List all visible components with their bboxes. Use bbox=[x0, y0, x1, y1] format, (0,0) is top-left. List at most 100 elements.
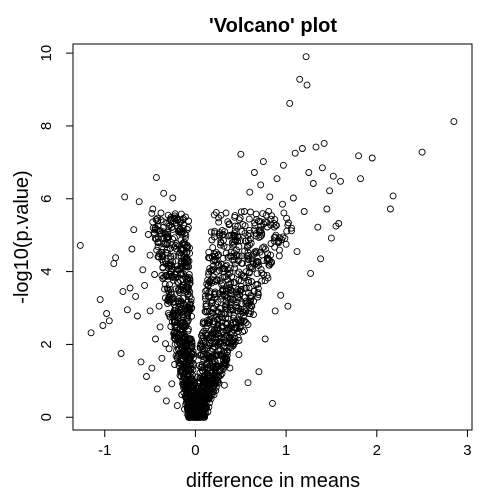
data-point bbox=[235, 351, 243, 359]
cloud-point bbox=[212, 335, 220, 343]
cloud-point bbox=[159, 258, 167, 266]
data-point bbox=[318, 164, 326, 172]
cloud-point bbox=[230, 253, 238, 260]
cloud-point bbox=[212, 300, 220, 308]
data-point bbox=[303, 81, 311, 89]
data-point bbox=[188, 402, 196, 410]
data-point bbox=[172, 245, 180, 253]
data-point bbox=[450, 118, 458, 126]
cloud-point bbox=[275, 252, 283, 260]
data-point bbox=[163, 233, 171, 241]
cloud-point bbox=[235, 252, 243, 260]
cloud-point bbox=[198, 332, 205, 340]
cloud-point bbox=[212, 362, 220, 370]
cloud-point bbox=[193, 397, 201, 405]
data-point bbox=[220, 381, 228, 389]
data-point bbox=[296, 75, 304, 83]
data-point bbox=[259, 158, 267, 166]
data-point bbox=[284, 302, 292, 310]
data-point bbox=[323, 205, 331, 213]
cloud-point bbox=[210, 320, 218, 328]
data-point bbox=[337, 177, 344, 185]
data-point bbox=[326, 187, 334, 195]
cloud-point bbox=[223, 243, 231, 251]
data-point bbox=[133, 312, 141, 320]
cloud-point bbox=[190, 382, 198, 390]
cloud-point bbox=[199, 334, 207, 342]
data-point bbox=[175, 339, 183, 347]
cloud-point bbox=[245, 269, 253, 277]
cloud-point bbox=[177, 229, 185, 236]
data-point bbox=[335, 220, 343, 227]
cloud-point bbox=[174, 216, 182, 224]
cloud-point bbox=[183, 288, 191, 296]
data-point bbox=[239, 328, 247, 336]
cloud-point bbox=[215, 340, 223, 348]
cloud-point bbox=[187, 345, 195, 353]
data-point bbox=[254, 289, 262, 297]
data-point bbox=[207, 354, 215, 362]
data-point bbox=[103, 310, 111, 317]
cloud-point bbox=[219, 254, 227, 262]
data-point bbox=[242, 284, 250, 292]
data-point bbox=[250, 311, 257, 319]
cloud-point bbox=[232, 319, 240, 327]
data-point bbox=[159, 263, 167, 271]
data-point bbox=[298, 145, 306, 152]
cloud-point bbox=[223, 348, 231, 356]
cloud-point bbox=[240, 272, 248, 280]
data-point bbox=[255, 368, 263, 376]
cloud-point bbox=[260, 271, 268, 279]
data-point bbox=[165, 345, 173, 353]
cloud-point bbox=[199, 345, 207, 353]
cloud-point bbox=[209, 385, 217, 393]
cloud-point bbox=[180, 238, 188, 246]
data-points bbox=[76, 53, 458, 419]
cloud-point bbox=[201, 319, 209, 327]
cloud-point bbox=[245, 237, 252, 245]
cloud-point bbox=[263, 219, 271, 226]
cloud-point bbox=[179, 357, 187, 365]
cloud-point bbox=[174, 351, 182, 359]
data-point bbox=[357, 175, 364, 183]
cloud-point bbox=[154, 214, 161, 222]
cloud-point bbox=[206, 315, 214, 323]
cloud-point bbox=[184, 243, 192, 251]
cloud-point bbox=[170, 307, 178, 315]
cloud-point bbox=[211, 294, 219, 302]
data-point bbox=[179, 325, 187, 333]
cloud-point bbox=[245, 279, 253, 286]
cloud-point bbox=[235, 337, 243, 344]
cloud-point bbox=[185, 284, 192, 291]
cloud-point bbox=[215, 218, 223, 226]
cloud-point bbox=[204, 344, 212, 352]
cloud-point bbox=[271, 216, 279, 224]
data-point bbox=[130, 226, 138, 234]
cloud-point bbox=[226, 231, 234, 239]
data-point bbox=[164, 211, 172, 219]
cloud-point bbox=[227, 290, 235, 298]
data-point bbox=[143, 373, 150, 380]
data-point bbox=[152, 335, 159, 343]
data-point bbox=[176, 371, 184, 379]
data-point bbox=[162, 397, 170, 405]
cloud-point bbox=[153, 246, 161, 254]
cloud-point bbox=[236, 214, 244, 222]
cloud-point bbox=[250, 226, 258, 234]
cloud-point bbox=[230, 279, 238, 286]
cloud-point bbox=[202, 360, 210, 368]
x-tick-label: -1 bbox=[98, 442, 111, 459]
data-point bbox=[273, 175, 281, 183]
data-point bbox=[200, 402, 208, 410]
y-axis: 0 2 4 6 8 10 bbox=[38, 45, 74, 421]
cloud-point bbox=[189, 359, 197, 367]
data-point bbox=[279, 161, 287, 169]
data-point bbox=[119, 288, 127, 296]
data-point bbox=[155, 302, 163, 310]
data-point bbox=[244, 379, 252, 387]
cloud-point bbox=[251, 219, 259, 227]
cloud-point bbox=[178, 309, 186, 317]
cloud-point bbox=[235, 216, 243, 224]
cloud-point bbox=[215, 261, 223, 269]
cloud-point bbox=[188, 358, 195, 366]
